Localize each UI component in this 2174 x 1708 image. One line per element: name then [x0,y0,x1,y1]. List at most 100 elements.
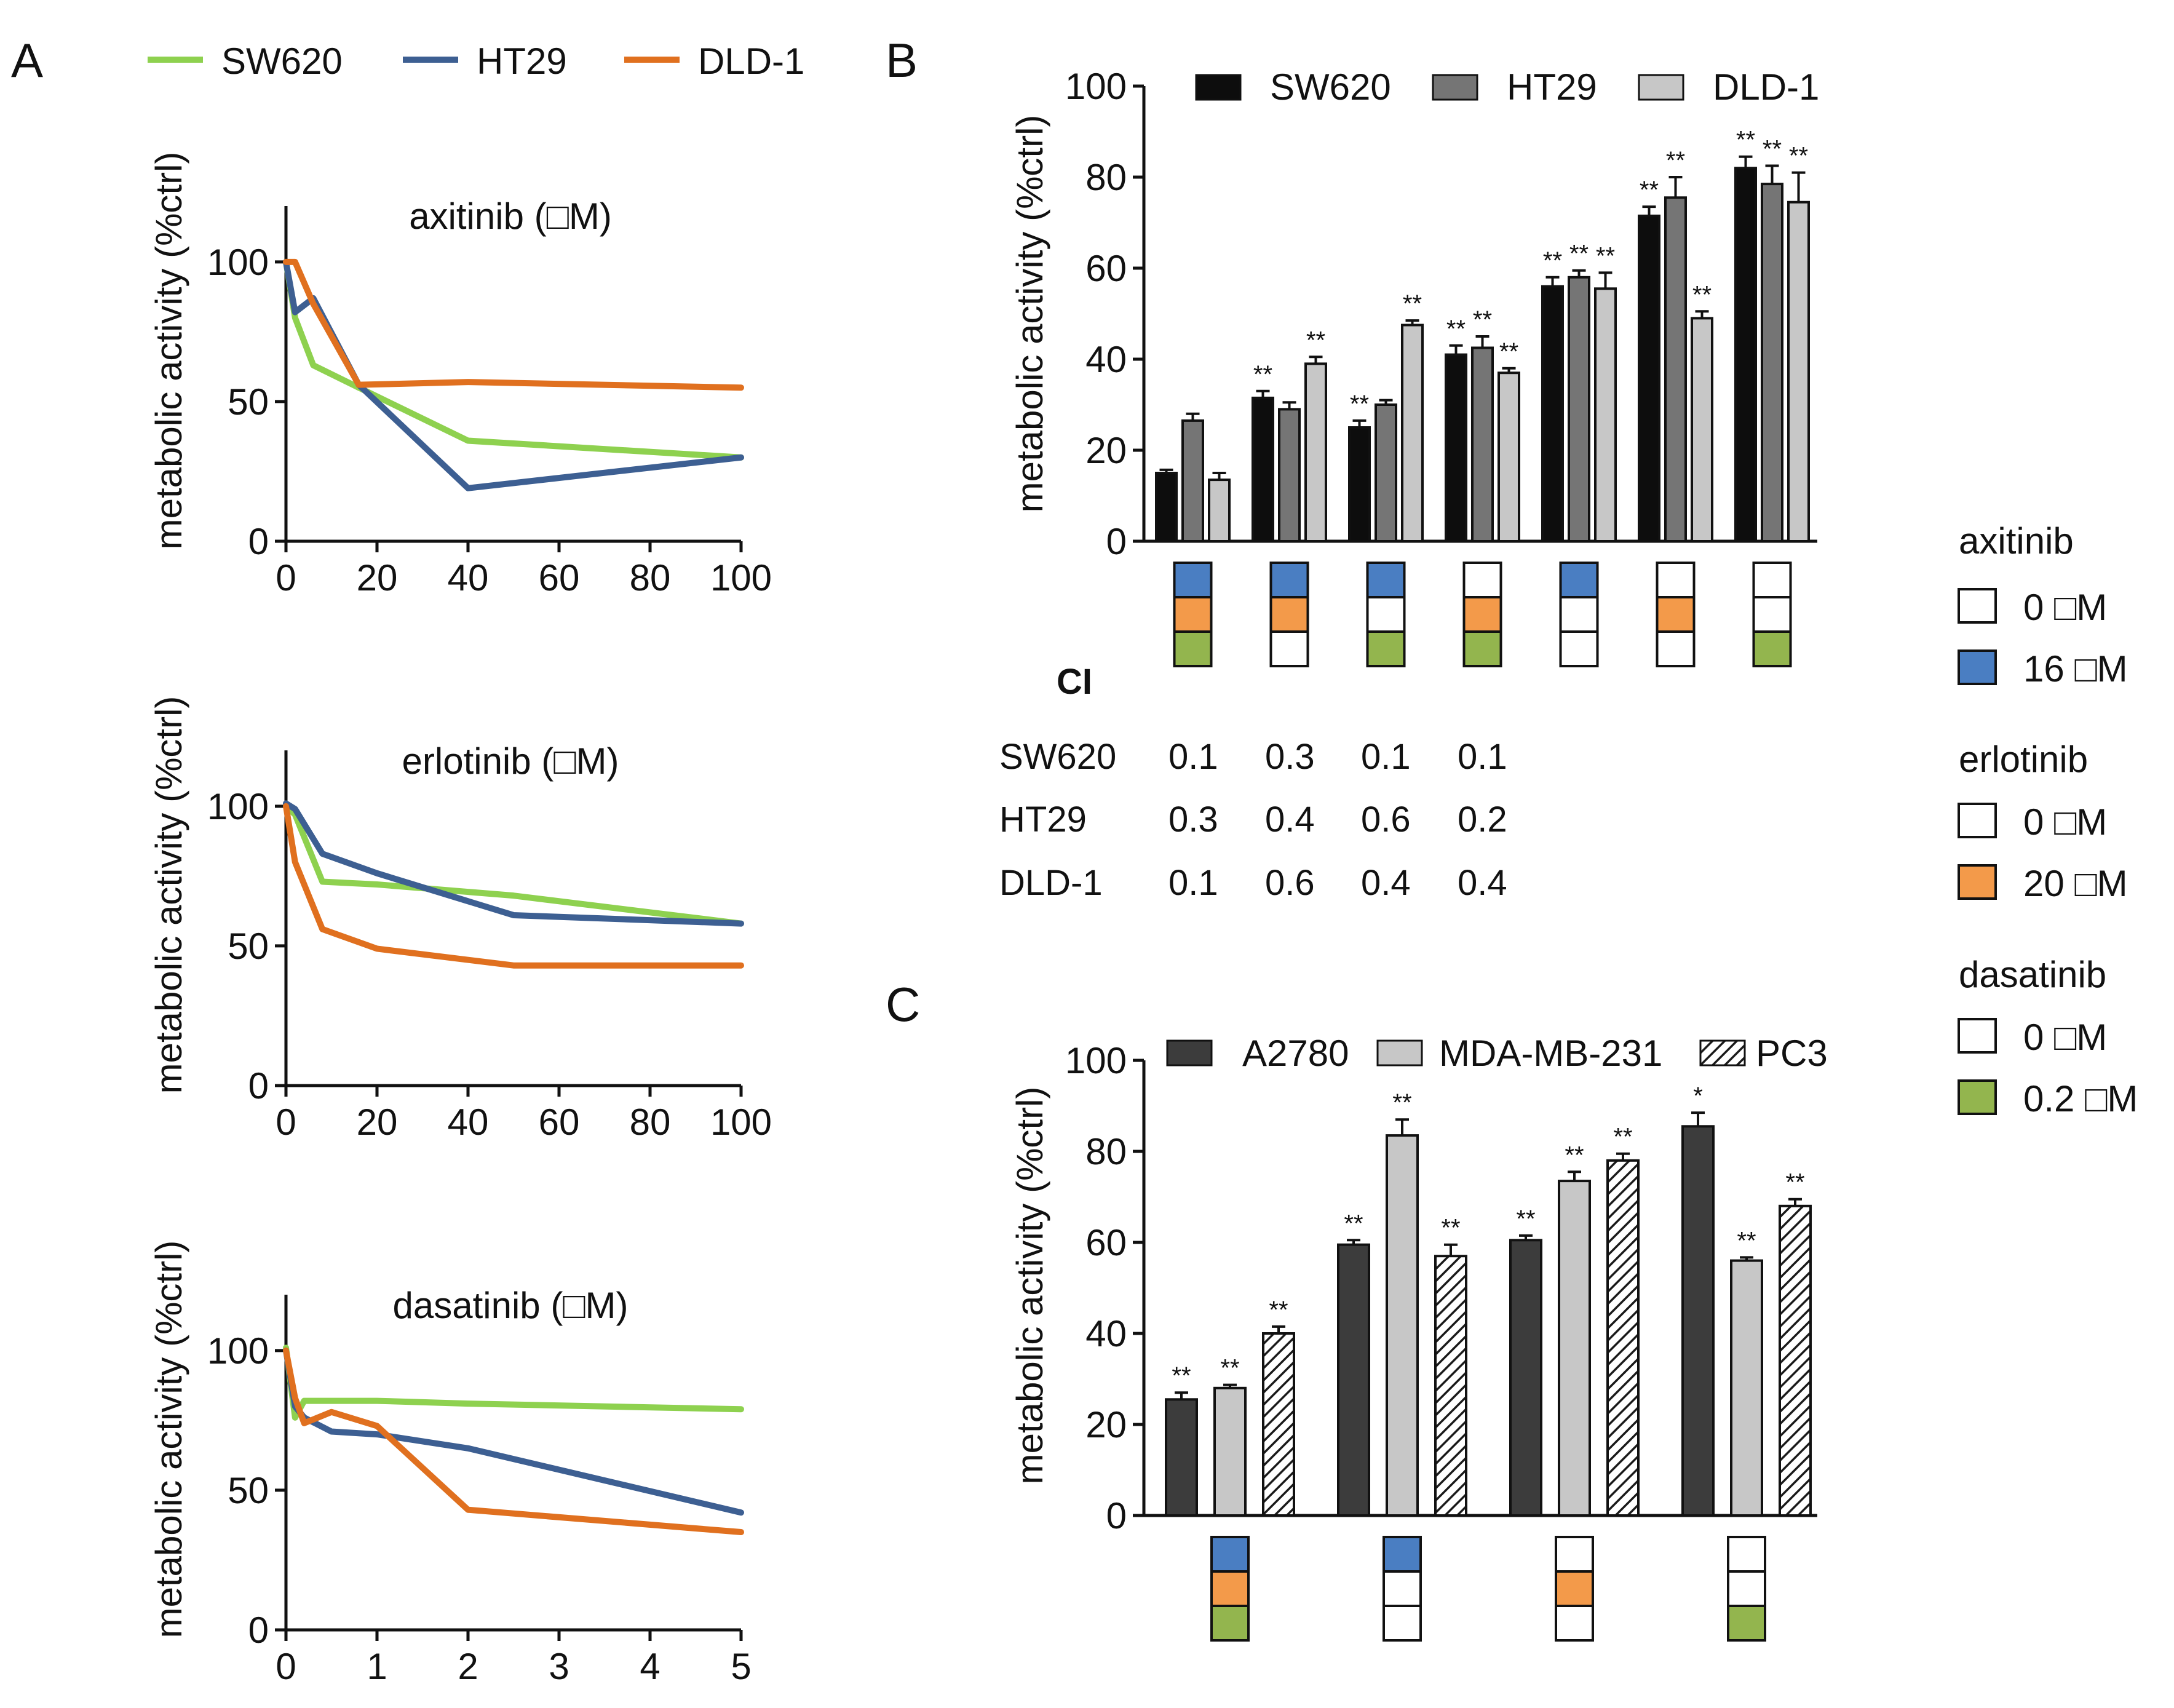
y-tick-label: 0 [248,1065,269,1106]
legend-swatch-pc3 [1699,1039,1746,1067]
x-tick-label: 0 [276,1102,296,1143]
key-label-axitinib-16: 16 □M [2023,648,2128,689]
bar-mdamb231-1 [1386,1134,1419,1517]
panel-label-b: B [886,33,918,87]
significance-marker: ** [1253,361,1272,388]
significance-marker: ** [1269,1297,1288,1324]
dasatinib-dose-response-chart: 0 50 100 0 1 2 3 4 5 dasatinib (□M) metabolic acti… [148,1241,752,1687]
chart-title: axitinib (□M) [409,196,612,237]
treatment-box-dasatinib [1173,630,1213,667]
x-tick-label: 20 [357,1102,398,1143]
significance-marker: ** [1666,147,1685,174]
bar-dld1-3 [1498,371,1520,542]
ci-value: 0.3 [1265,737,1315,777]
significance-marker: ** [1446,316,1466,343]
key-swatch-axitinib-0 [1958,588,1997,624]
y-tick-label: 0 [248,521,269,562]
bar-pc3-1 [1434,1255,1467,1517]
treatment-box-axitinib [1383,1536,1422,1573]
ci-value: 0.4 [1361,863,1411,903]
panel-label-a: A [11,33,43,87]
bar-sw620-2 [1348,426,1371,542]
legend-label-dld1: DLD-1 [698,41,804,82]
treatment-box-erlotinib [1383,1570,1422,1607]
legend-swatch-ht29-bar [1432,74,1478,101]
y-tick-label: 100 [207,786,269,827]
significance-marker: ** [1473,306,1492,333]
y-tick-label: 60 [1085,248,1127,289]
ci-value: 0.4 [1458,863,1507,903]
x-tick-label: 60 [539,557,580,598]
bar-ht29-0 [1181,419,1204,543]
bar-ht29-4 [1568,276,1590,542]
treatment-box-dasatinib [1656,630,1696,667]
treatment-box-erlotinib [1752,596,1792,633]
treatment-box-axitinib [1727,1536,1766,1573]
bar-pc3-3 [1779,1204,1812,1517]
y-tick-label: 80 [1085,1131,1127,1172]
treatment-box-dasatinib [1383,1605,1422,1642]
y-axis-label: metabolic activity (%ctrl) [148,1241,189,1638]
x-tick-label: 60 [539,1102,580,1143]
significance-marker: ** [1763,136,1782,163]
combination-bar-chart-crc: 0 20 40 60 80 100 metabolic activity (%ctrl) **… [1009,66,1817,667]
treatment-box-erlotinib [1656,596,1696,633]
axitinib-dose-response-chart: 0 50 100 0 20 40 60 80 100 axitinib (□M) metabolic… [148,152,772,598]
ci-row-label: HT29 [999,800,1087,840]
treatment-box-axitinib [1462,562,1502,598]
treatment-box-axitinib [1173,562,1213,598]
treatment-box-erlotinib [1555,1570,1594,1607]
x-tick-label: 80 [630,557,671,598]
bar-sw620-5 [1638,214,1660,542]
y-tick-label: 50 [228,381,269,423]
x-tick-label: 2 [458,1646,478,1687]
legend-label-ht29: HT29 [477,41,567,82]
treatment-box-axitinib [1559,562,1599,598]
significance-marker: ** [1344,1210,1363,1237]
key-label-axitinib-0: 0 □M [2023,587,2107,628]
significance-marker: ** [1692,281,1712,308]
bar-ht29-6 [1761,183,1783,543]
y-axis-label: metabolic activity (%ctrl) [148,152,189,550]
legend-item-sw620: SW620 [148,41,343,82]
treatment-box-dasatinib [1462,630,1502,667]
y-tick-label: 100 [207,242,269,283]
bar-mdamb231-3 [1730,1259,1763,1517]
legend-swatch-mda [1376,1039,1423,1067]
bar-pc3-0 [1262,1332,1295,1517]
y-axis-label: metabolic activity (%ctrl) [148,696,189,1094]
treatment-box-erlotinib [1269,596,1309,633]
treatment-box-axitinib [1752,562,1792,598]
treatment-box-axitinib [1210,1536,1250,1573]
bar-dld1-6 [1787,201,1810,542]
bar-sw620-1 [1252,396,1274,543]
ci-table: CI SW620 0.1 0.3 0.1 0.1 HT29 0.3 0.4 0.… [999,662,1507,903]
key-swatch-erlotinib-20 [1958,864,1997,900]
key-swatch-erlotinib-0 [1958,803,1997,838]
legend-label-pc3: PC3 [1756,1033,1828,1074]
ci-row-sw620: SW620 0.1 0.3 0.1 0.1 [999,737,1507,777]
bar-ht29-3 [1471,346,1494,542]
significance-marker: ** [1403,290,1422,317]
treatment-box-axitinib [1555,1536,1594,1573]
y-tick-label: 20 [1085,430,1127,471]
legend-swatch-a2780 [1166,1039,1213,1067]
ci-value: 0.6 [1265,863,1315,903]
treatment-box-dasatinib [1752,630,1792,667]
treatment-key-legend: axitinib 0 □M 16 □M erlotinib 0 □M 20 □M… [1958,520,2138,1119]
series-line-sw620 [283,803,744,927]
legend-swatch-dld1-bar [1638,74,1684,101]
legend-item-ht29: HT29 [403,41,567,82]
ci-row-label: SW620 [999,737,1116,777]
legend-label-dld1-bar: DLD-1 [1713,66,1819,108]
treatment-box-erlotinib [1366,596,1406,633]
series-line-ht29 [283,800,744,927]
bar-ht29-5 [1664,196,1687,542]
bar-a2780-2 [1509,1239,1542,1517]
key-swatch-axitinib-16 [1958,649,1997,685]
key-title-erlotinib: erlotinib [1959,739,2088,780]
ci-value: 0.1 [1458,737,1507,777]
significance-marker: ** [1543,247,1562,274]
bar-dld1-0 [1208,479,1231,542]
